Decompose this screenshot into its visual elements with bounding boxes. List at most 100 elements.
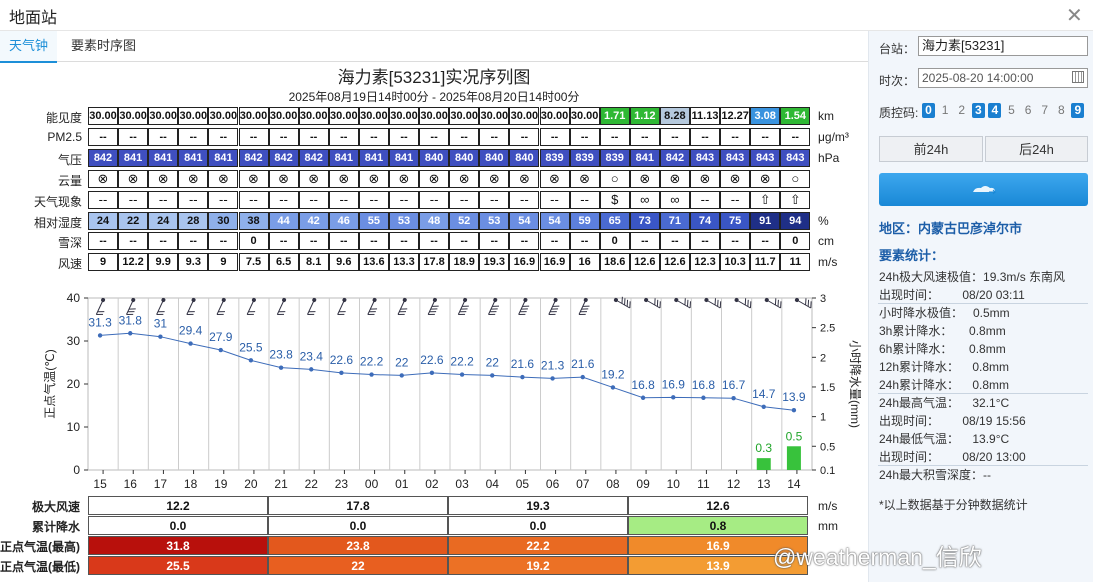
wind-barb-icon — [246, 298, 256, 316]
table-cell: -- — [389, 232, 419, 251]
table-cell: 9.3 — [178, 253, 209, 272]
precip-data-label: 0.5 — [786, 429, 803, 443]
close-icon[interactable]: ✕ — [1066, 5, 1083, 27]
table-cell: -- — [178, 190, 209, 209]
qc-code-4[interactable]: 4 — [988, 103, 1002, 118]
calendar-icon[interactable] — [1072, 71, 1084, 83]
summary-cell: 12.2 — [88, 496, 268, 515]
qc-code-5[interactable]: 5 — [1008, 103, 1015, 117]
table-row-label: 相对湿度 — [33, 215, 82, 230]
table-cell: -- — [690, 190, 720, 209]
table-cell: 52 — [449, 211, 480, 230]
qc-code-1[interactable]: 1 — [941, 103, 949, 117]
table-cell: -- — [539, 232, 570, 251]
table-cell: 841 — [389, 148, 419, 167]
x-tick-label: 18 — [184, 477, 198, 491]
table-cell: 841 — [118, 148, 149, 167]
table-cell: 842 — [659, 148, 690, 167]
table-cell: 842 — [88, 148, 118, 167]
table-cell: 11.7 — [750, 253, 781, 272]
table-cell: ⊗ — [449, 169, 480, 188]
region-text: 地区：内蒙古巴彦淖尔市 — [879, 221, 1023, 236]
stat-item: 3h累计降水： 0.8mm — [879, 324, 1006, 338]
table-cell: ⊗ — [208, 169, 239, 188]
table-cell: -- — [780, 127, 811, 146]
qc-code-6[interactable]: 6 — [1024, 103, 1032, 117]
qc-code-0[interactable]: 0 — [922, 103, 935, 118]
x-tick-label: 09 — [636, 477, 650, 491]
table-cell: 30.00 — [569, 107, 600, 125]
query-button[interactable] — [879, 173, 1088, 206]
table-cell: -- — [659, 232, 690, 251]
temperature-point — [490, 373, 495, 378]
table-cell: 9.9 — [148, 253, 179, 272]
summary-cell: 31.8 — [88, 536, 268, 555]
y-tick-label-left: 40 — [67, 291, 81, 305]
temperature-data-label: 22.6 — [330, 353, 354, 367]
x-tick-label: 00 — [365, 477, 379, 491]
table-cell: -- — [358, 190, 389, 209]
summary-cell: 0.0 — [88, 516, 268, 535]
temperature-data-label: 21.3 — [541, 358, 565, 372]
table-cell: 12.2 — [118, 253, 149, 272]
y-tick-label-right: 2 — [820, 352, 826, 364]
table-cell: -- — [479, 232, 510, 251]
time-value: 2025-08-20 14:00:00 — [922, 71, 1034, 85]
time-input[interactable]: 2025-08-20 14:00:00 — [918, 68, 1088, 88]
table-cell: -- — [328, 190, 359, 209]
table-cell: 38 — [238, 211, 269, 230]
qc-code-7[interactable]: 7 — [1041, 103, 1049, 117]
table-cell: -- — [419, 127, 450, 146]
table-cell: 6.5 — [268, 253, 299, 272]
next-24h-button[interactable]: 后24h — [985, 136, 1088, 162]
table-row-label: 气压 — [57, 152, 82, 167]
temperature-data-label: 23.8 — [269, 348, 293, 362]
table-cell: 22 — [118, 211, 149, 230]
temperature-data-label: 16.8 — [631, 378, 655, 392]
table-cell: -- — [750, 232, 781, 251]
table-cell: 9.6 — [328, 253, 359, 272]
window-titlebar: 地面站 ✕ — [0, 0, 1093, 31]
tab-element-timeseries[interactable]: 要素时序图 — [71, 38, 137, 53]
table-cell: 843 — [720, 148, 751, 167]
table-cell: 30.00 — [238, 107, 269, 125]
qc-code-9[interactable]: 9 — [1071, 103, 1085, 118]
table-cell: -- — [268, 232, 299, 251]
station-input[interactable]: 海力素[53231] — [918, 36, 1088, 56]
chart-title: 海力素[53231]实况序列图 — [337, 68, 531, 87]
wind-barb-icon — [578, 298, 590, 316]
qc-code-3[interactable]: 3 — [971, 103, 985, 118]
table-cell: 24 — [148, 211, 179, 230]
table-cell: -- — [148, 127, 179, 146]
tab-weather-clock[interactable]: 天气钟 — [0, 31, 58, 63]
x-tick-label: 04 — [486, 477, 500, 491]
table-cell: 30.00 — [509, 107, 540, 125]
table-cell: 3.08 — [750, 107, 781, 125]
prev-24h-button[interactable]: 前24h — [879, 136, 983, 162]
temperature-point — [218, 347, 223, 353]
y-tick-label-right: 1 — [820, 412, 826, 424]
table-cell: 0 — [599, 232, 630, 251]
table-cell: 12.6 — [629, 253, 660, 272]
table-cell: -- — [298, 232, 329, 251]
table-cell: -- — [268, 127, 299, 146]
table-cell: 840 — [509, 148, 540, 167]
summary-row-unit: mm — [818, 519, 838, 533]
qc-code-2[interactable]: 2 — [958, 103, 966, 117]
table-cell: -- — [720, 190, 751, 209]
table-cell: ○ — [599, 169, 630, 188]
table-cell: $ — [599, 190, 630, 209]
x-tick-label: 20 — [244, 477, 258, 491]
table-cell: 30.00 — [268, 107, 299, 125]
wind-barb-icon — [126, 298, 136, 316]
stat-item: 出现时间： 08/19 15:56 — [879, 414, 1026, 428]
temperature-data-label: 31.8 — [119, 313, 143, 327]
qc-code-8[interactable]: 8 — [1057, 103, 1065, 117]
table-cell: -- — [569, 232, 600, 251]
table-cell: -- — [358, 232, 389, 251]
table-cell: 30.00 — [178, 107, 209, 125]
wind-barb-icon — [518, 298, 530, 316]
stat-item: 24h极大风速极值：19.3m/s 东南风 — [879, 270, 1066, 284]
table-cell: 12.27 — [720, 107, 751, 125]
temperature-point — [731, 395, 736, 401]
